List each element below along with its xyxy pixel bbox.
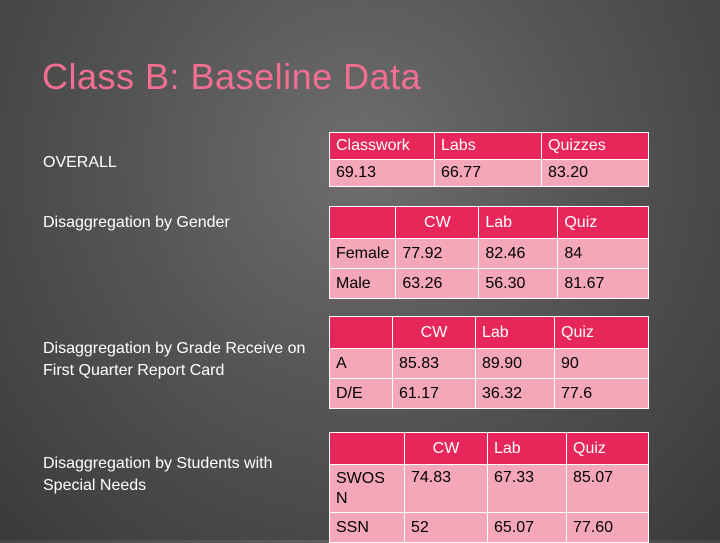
table-row: A 85.83 89.90 90 bbox=[329, 348, 649, 379]
table-header-row: CW Lab Quiz bbox=[329, 316, 649, 349]
table-header-row: CW Lab Quiz bbox=[328, 206, 649, 239]
header-cell: Quizzes bbox=[541, 132, 649, 160]
table-cell: 84 bbox=[557, 238, 649, 269]
table-row: SSN 52 65.07 77.60 bbox=[329, 512, 649, 543]
table-cell: 66.77 bbox=[434, 159, 542, 187]
header-cell bbox=[329, 432, 405, 465]
table-cell: 69.13 bbox=[329, 159, 435, 187]
table-cell: 90 bbox=[554, 348, 649, 379]
table-cell: 81.67 bbox=[557, 268, 649, 299]
table-cell: 77.60 bbox=[566, 512, 649, 543]
table-cell: 77.6 bbox=[554, 378, 649, 409]
grade-table: CW Lab Quiz A 85.83 89.90 90 D/E 61.17 3… bbox=[329, 316, 649, 409]
row-label-cell: Male bbox=[328, 268, 397, 299]
slide-title: Class B: Baseline Data bbox=[42, 56, 422, 97]
header-cell: Labs bbox=[434, 132, 542, 160]
gender-label: Disaggregation by Gender bbox=[43, 214, 230, 231]
header-cell bbox=[328, 206, 397, 239]
row-label-cell: SWOS N bbox=[329, 464, 405, 513]
row-label-cell: SSN bbox=[329, 512, 405, 543]
table-cell: 74.83 bbox=[404, 464, 488, 513]
table-row: Female 77.92 82.46 84 bbox=[328, 238, 649, 269]
table-cell: 61.17 bbox=[392, 378, 476, 409]
header-cell: CW bbox=[395, 206, 480, 239]
overall-label: OVERALL bbox=[43, 154, 117, 171]
table-row: SWOS N 74.83 67.33 85.07 bbox=[329, 464, 649, 513]
table-cell: 83.20 bbox=[541, 159, 649, 187]
table-cell: 85.83 bbox=[392, 348, 476, 379]
table-header-row: CW Lab Quiz bbox=[329, 432, 649, 465]
header-cell: Quiz bbox=[557, 206, 649, 239]
header-cell: CW bbox=[392, 316, 476, 349]
special-needs-table: CW Lab Quiz SWOS N 74.83 67.33 85.07 SSN… bbox=[329, 432, 649, 543]
grade-label: Disaggregation by Grade Receive on First… bbox=[43, 340, 306, 379]
table-cell: 36.32 bbox=[475, 378, 555, 409]
row-label-cell: Female bbox=[328, 238, 397, 269]
header-cell: Quiz bbox=[566, 432, 649, 465]
table-cell: 65.07 bbox=[487, 512, 567, 543]
table-row: D/E 61.17 36.32 77.6 bbox=[329, 378, 649, 409]
special-label: Disaggregation by Students with Special … bbox=[43, 455, 273, 494]
table-row: 69.13 66.77 83.20 bbox=[329, 159, 649, 187]
table-cell: 77.92 bbox=[395, 238, 480, 269]
overall-table: Classwork Labs Quizzes 69.13 66.77 83.20 bbox=[329, 132, 649, 187]
header-cell: Lab bbox=[478, 206, 559, 239]
header-cell bbox=[329, 316, 393, 349]
table-cell: 89.90 bbox=[475, 348, 555, 379]
table-cell: 56.30 bbox=[478, 268, 559, 299]
table-cell: 82.46 bbox=[478, 238, 559, 269]
table-cell: 52 bbox=[404, 512, 488, 543]
header-cell: Lab bbox=[487, 432, 567, 465]
row-label-cell: D/E bbox=[329, 378, 393, 409]
table-row: Male 63.26 56.30 81.67 bbox=[328, 268, 649, 299]
header-cell: Classwork bbox=[329, 132, 435, 160]
row-label-cell: A bbox=[329, 348, 393, 379]
table-header-row: Classwork Labs Quizzes bbox=[329, 132, 649, 160]
header-cell: CW bbox=[404, 432, 488, 465]
header-cell: Quiz bbox=[554, 316, 649, 349]
table-cell: 67.33 bbox=[487, 464, 567, 513]
table-cell: 63.26 bbox=[395, 268, 480, 299]
gender-table: CW Lab Quiz Female 77.92 82.46 84 Male 6… bbox=[328, 206, 649, 299]
table-cell: 85.07 bbox=[566, 464, 649, 513]
header-cell: Lab bbox=[475, 316, 555, 349]
